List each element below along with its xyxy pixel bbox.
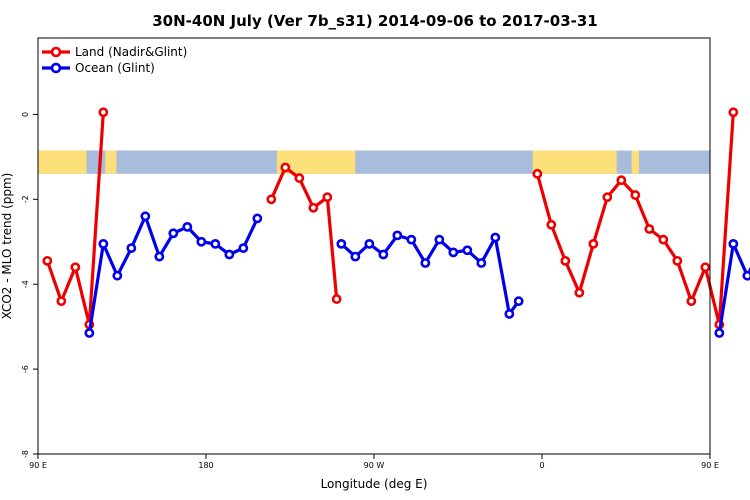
legend-land-label: Land (Nadir&Glint) [75,45,187,59]
land-point [560,255,571,266]
x-tick-label: 0 [539,461,544,470]
ocean-point [182,221,193,232]
ocean-point [476,258,487,268]
y-axis: 0 -2 -4 -6 -8 [21,112,38,458]
ocean-point [742,270,750,281]
land-point [700,262,711,273]
land-point [532,168,543,179]
ocean-point [462,245,473,256]
ocean-point [728,238,739,249]
land-point [42,255,53,266]
ocean-point [98,238,109,249]
ocean-point [224,249,235,260]
chart-title: 30N-40N July (Ver 7b_s31) 2014-09-06 to … [152,12,598,30]
x-axis: 90 E 180 90 W 0 90 E [29,454,719,470]
ocean-series [84,211,750,338]
ocean-point [126,243,137,254]
x-tick-label: 90 E [701,461,719,470]
ocean-point [513,296,524,307]
y-tick-label: -2 [21,195,30,203]
legend-ocean-marker [50,62,62,74]
land-point [630,190,641,200]
ocean-point [448,247,459,258]
land-series [42,107,739,330]
ocean-point [210,238,221,249]
land-point [588,238,599,249]
land-point [574,287,585,298]
y-tick-label: 0 [21,112,30,117]
ocean-point [392,230,403,241]
land-point [266,194,277,205]
ocean-point [504,309,515,319]
land-point [728,107,739,118]
land-point [602,192,613,203]
land-point [70,262,81,273]
legend-ocean-label: Ocean (Glint) [75,61,155,75]
x-tick-label: 90 E [29,461,47,470]
land-segment [532,150,617,174]
land-point [644,224,655,234]
land-segment [105,150,117,174]
ocean-point [420,258,431,268]
y-tick-label: -6 [21,365,30,373]
ocean-point [196,236,207,247]
ocean-point [378,249,389,260]
land-point [322,192,333,203]
ocean-point [84,328,95,338]
ocean-point [112,270,123,281]
x-tick-label: 180 [198,461,213,470]
ocean-point [154,251,165,262]
ocean-point [336,238,347,249]
ocean-point [350,251,361,262]
legend: Land (Nadir&Glint) Ocean (Glint) [42,45,187,75]
legend-land-marker [50,46,62,58]
land-point [616,175,627,186]
land-segment [631,150,640,174]
x-tick-label: 90 W [364,461,385,470]
land-point [294,173,305,183]
plot-area [38,107,750,338]
land-point [56,296,67,307]
land-point [686,296,697,307]
ocean-point [406,234,417,245]
y-tick-label: -4 [21,280,30,288]
ocean-point [714,328,725,338]
ocean-point [364,238,375,249]
ocean-point [490,232,501,243]
land-point [672,255,683,266]
land-point [658,234,669,245]
land-line [535,112,735,327]
land-segment [38,150,87,174]
land-segment [276,150,356,174]
ocean-point [434,234,445,245]
y-axis-label: XCO2 - MLO trend (ppm) [0,173,14,320]
x-axis-label: Longitude (deg E) [321,477,428,491]
land-point [98,107,109,118]
ocean-point [140,211,151,222]
ocean-line [717,242,750,334]
ocean-point [238,243,249,254]
ocean-point [168,228,179,239]
land-point [280,162,291,173]
land-point [546,219,557,230]
y-tick-label: -8 [21,450,30,458]
ocean-point [252,213,263,224]
land-point [308,202,319,213]
land-line [269,165,339,300]
land-point [331,294,342,304]
